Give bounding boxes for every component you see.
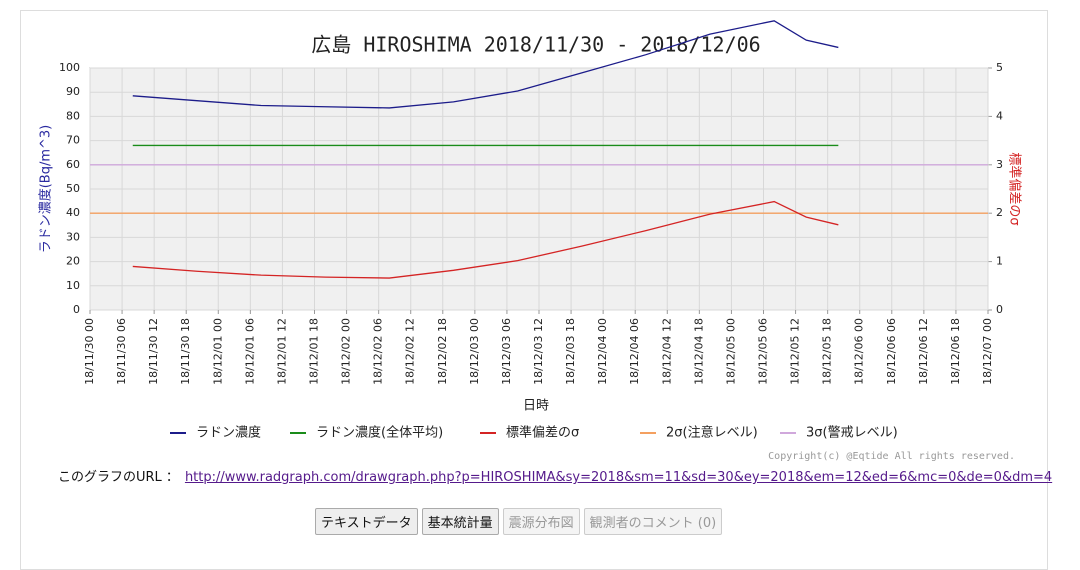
button: 観測者のコメント (0) — [583, 508, 723, 535]
url-label: このグラフのURL ： — [58, 470, 179, 485]
x-tick-label: 18/11/30 18 — [179, 318, 192, 385]
legend-label: 3σ(警戒レベル) — [806, 425, 898, 441]
x-tick-label: 18/12/05 06 — [757, 318, 770, 385]
y2-tick-label: 3 — [996, 158, 1003, 171]
url-link[interactable]: http://www.radgraph.com/drawgraph.php?p=… — [184, 470, 1053, 485]
x-tick-label: 18/12/01 18 — [308, 318, 321, 385]
x-tick-label: 18/12/04 18 — [692, 318, 705, 385]
y2-tick-label: 0 — [996, 303, 1003, 316]
x-tick-label: 18/12/05 18 — [821, 318, 834, 385]
y2-tick-label: 1 — [996, 255, 1003, 268]
x-axis-label: 日時 — [523, 399, 549, 414]
y-tick-label: 50 — [66, 182, 80, 195]
x-tick-label: 18/12/05 00 — [724, 318, 737, 385]
legend-label: ラドン濃度(全体平均) — [316, 425, 443, 441]
series-line — [132, 200, 839, 279]
x-tick-label: 18/12/07 00 — [981, 318, 994, 385]
url-line: このグラフのURL ： http://www.radgraph.com/drawg… — [58, 466, 1052, 485]
x-tick-label: 18/12/01 00 — [211, 318, 224, 385]
y-tick-label: 30 — [66, 230, 80, 243]
y-tick-label: 20 — [66, 255, 80, 268]
x-tick-label: 18/12/03 18 — [564, 318, 577, 385]
x-tick-label: 18/12/01 06 — [243, 318, 256, 385]
x-tick-label: 18/12/02 12 — [404, 318, 417, 385]
y-tick-label: 90 — [66, 85, 80, 98]
x-tick-label: 18/11/30 06 — [115, 318, 128, 385]
x-tick-label: 18/12/03 06 — [500, 318, 513, 385]
legend-label: 2σ(注意レベル) — [666, 425, 758, 441]
y2-tick-label: 2 — [996, 206, 1003, 219]
x-tick-label: 18/12/06 12 — [917, 318, 930, 385]
x-tick-label: 18/12/06 18 — [949, 318, 962, 385]
x-tick-label: 18/12/06 00 — [853, 318, 866, 385]
y-tick-label: 70 — [66, 134, 80, 147]
x-tick-label: 18/11/30 12 — [147, 318, 160, 385]
x-tick-label: 18/12/03 12 — [532, 318, 545, 385]
y2-tick-label: 4 — [996, 109, 1003, 122]
y-tick-label: 10 — [66, 279, 80, 292]
series-line — [132, 20, 839, 109]
y-tick-label: 60 — [66, 158, 80, 171]
x-tick-label: 18/12/02 06 — [372, 318, 385, 385]
copyright: Copyright(c) @Eqtide All rights reserved… — [768, 451, 1015, 462]
x-tick-label: 18/12/03 00 — [468, 318, 481, 385]
page: {"chart_data":{"type":"line","title":"広島… — [20, 10, 1053, 570]
legend-label: 標準偏差のσ — [506, 425, 579, 441]
x-tick-label: 18/12/02 00 — [340, 318, 353, 385]
y-tick-label: 40 — [66, 206, 80, 219]
y-tick-label: 100 — [59, 61, 80, 74]
x-tick-label: 18/12/05 12 — [789, 318, 802, 385]
chart: 広島 HIROSHIMA 2018/11/30 - 2018/12/06 日時 … — [38, 20, 1023, 462]
y-axis-label: ラドン濃度(Bq/m^3) — [38, 125, 54, 254]
button: 震源分布図 — [502, 508, 580, 535]
button-bar: テキストデータ 基本統計量 震源分布図 観測者のコメント (0) — [315, 508, 723, 535]
x-tick-label: 18/12/02 18 — [436, 318, 449, 385]
y-tick-label: 80 — [66, 109, 80, 122]
chart-title: 広島 HIROSHIMA 2018/11/30 - 2018/12/06 — [311, 33, 760, 57]
x-tick-label: 18/12/06 06 — [885, 318, 898, 385]
legend-label: ラドン濃度 — [196, 425, 261, 441]
x-tick-label: 18/12/04 06 — [628, 318, 641, 385]
y2-axis-label: 標準偏差のσ — [1007, 152, 1023, 225]
button[interactable]: テキストデータ — [315, 508, 418, 535]
x-tick-label: 18/12/04 00 — [596, 318, 609, 385]
x-tick-label: 18/11/30 00 — [83, 318, 96, 385]
y-tick-label: 0 — [73, 303, 80, 316]
button[interactable]: 基本統計量 — [421, 508, 499, 535]
y2-tick-label: 5 — [996, 61, 1003, 74]
x-tick-label: 18/12/01 12 — [275, 318, 288, 385]
x-tick-label: 18/12/04 12 — [660, 318, 673, 385]
